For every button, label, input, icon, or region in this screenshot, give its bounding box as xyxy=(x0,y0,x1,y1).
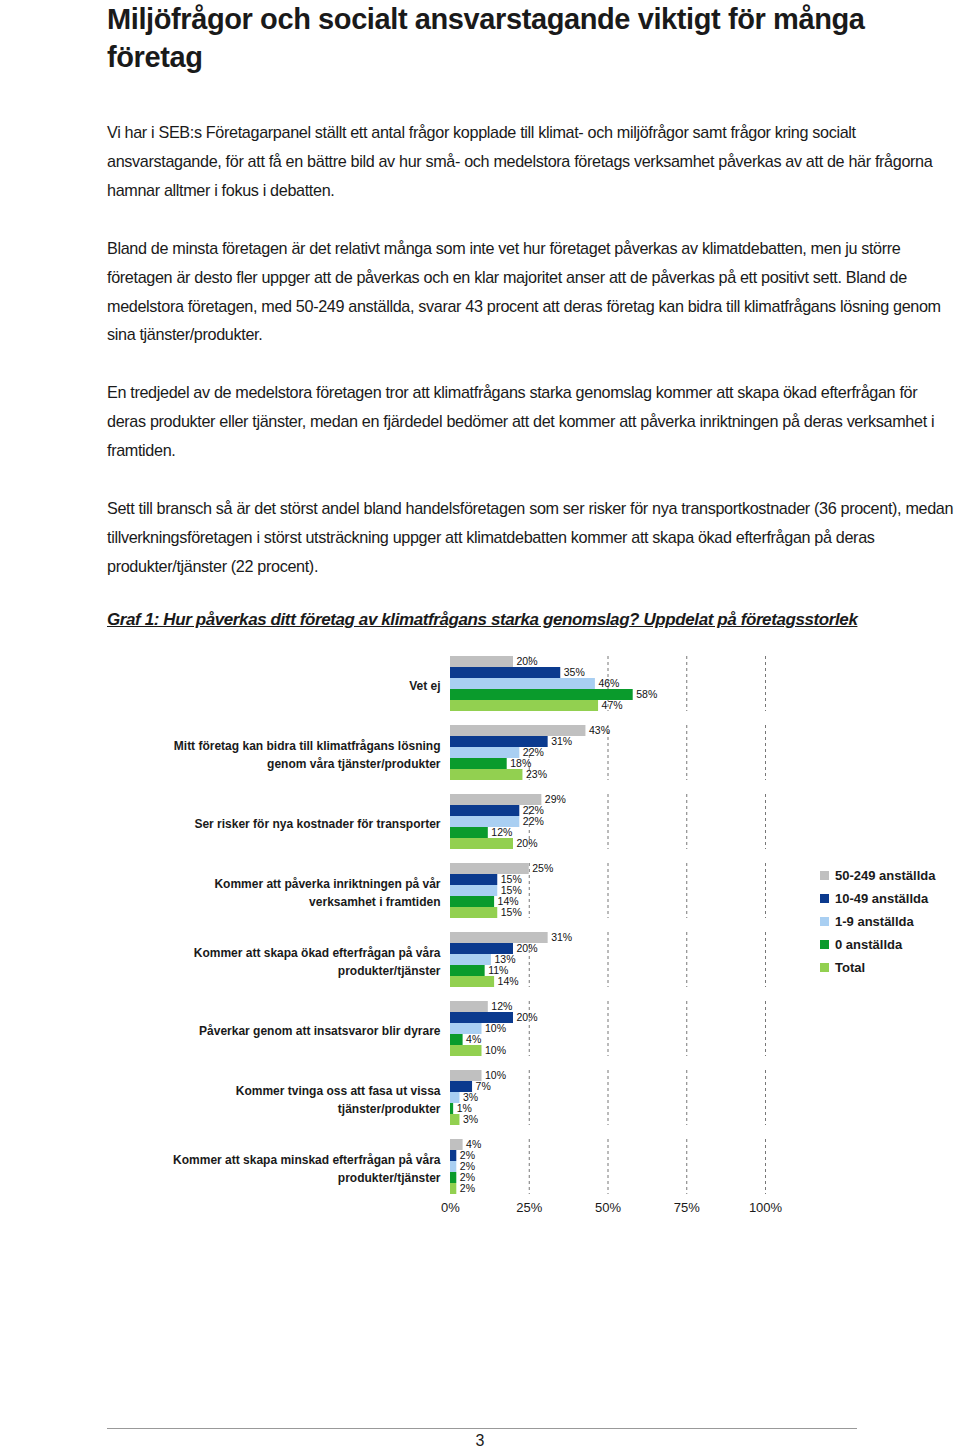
svg-text:2%: 2% xyxy=(459,1171,475,1184)
html-text:0 anställda: 0 anställda xyxy=(835,937,903,952)
svg-text:43%: 43% xyxy=(589,724,610,736)
html-text:1-9 anställda: 1-9 anställda xyxy=(835,914,914,929)
svg-text:Vet ej: Vet ej xyxy=(409,679,440,693)
svg-text:1%: 1% xyxy=(456,1102,472,1115)
svg-text:Kommer att skapa minskad efter: Kommer att skapa minskad efterfrågan på … xyxy=(173,1153,441,1185)
svg-text:29%: 29% xyxy=(545,793,566,805)
svg-text:50%: 50% xyxy=(595,1200,621,1215)
svg-text:11%: 11% xyxy=(488,964,509,977)
svg-text:20%: 20% xyxy=(517,942,538,954)
svg-text:2%: 2% xyxy=(459,1160,475,1173)
svg-text:13%: 13% xyxy=(494,953,516,966)
svg-text:Påverkar genom att insatsvaror: Påverkar genom att insatsvaror blir dyra… xyxy=(199,1024,441,1038)
svg-text:31%: 31% xyxy=(551,931,572,943)
html-text:10-49 anställda: 10-49 anställda xyxy=(835,891,929,906)
svg-text:Kommer att påverka inriktninge: Kommer att påverka inriktningen på vårve… xyxy=(214,877,440,909)
svg-text:23%: 23% xyxy=(526,768,547,780)
svg-text:15%: 15% xyxy=(500,873,522,886)
svg-text:58%: 58% xyxy=(636,688,657,700)
svg-text:25%: 25% xyxy=(532,862,553,874)
svg-text:14%: 14% xyxy=(497,895,519,908)
html-text:Graf 1: Hur påverkas ditt före: Graf 1: Hur påverkas ditt företag av kli… xyxy=(107,610,858,629)
svg-text:31%: 31% xyxy=(551,735,572,747)
html-text:Miljöfrågor och socialt ansvar: Miljöfrågor och socialt ansvarstagande v… xyxy=(107,3,865,73)
html-text:Sett till bransch så är det st: Sett till bransch så är det störst andel… xyxy=(107,499,954,575)
svg-text:20%: 20% xyxy=(517,1011,538,1023)
svg-text:4%: 4% xyxy=(466,1138,482,1151)
svg-text:47%: 47% xyxy=(602,699,623,711)
svg-text:18%: 18% xyxy=(510,757,532,770)
svg-text:22%: 22% xyxy=(522,804,544,817)
svg-text:35%: 35% xyxy=(564,666,585,678)
html-text:Vi har i SEB:s Företagarpanel: Vi har i SEB:s Företagarpanel ställt ett… xyxy=(107,123,933,199)
svg-text:20%: 20% xyxy=(517,655,538,667)
html-text:Bland de minsta företagen är d: Bland de minsta företagen är det relativ… xyxy=(107,239,941,344)
svg-text:0%: 0% xyxy=(441,1200,460,1215)
svg-text:2%: 2% xyxy=(460,1182,475,1194)
svg-text:22%: 22% xyxy=(522,746,544,759)
svg-text:Ser risker för nya kostnader f: Ser risker för nya kostnader för transpo… xyxy=(194,817,440,831)
svg-text:15%: 15% xyxy=(501,906,522,918)
svg-text:10%: 10% xyxy=(485,1069,506,1082)
svg-text:4%: 4% xyxy=(466,1033,481,1045)
svg-text:10%: 10% xyxy=(485,1022,506,1034)
svg-text:12%: 12% xyxy=(491,1000,512,1012)
svg-text:14%: 14% xyxy=(498,975,519,987)
svg-text:20%: 20% xyxy=(517,837,538,849)
svg-text:46%: 46% xyxy=(598,677,619,689)
svg-text:3%: 3% xyxy=(463,1113,478,1125)
svg-text:12%: 12% xyxy=(491,826,512,838)
svg-text:2%: 2% xyxy=(459,1149,475,1162)
svg-text:Kommer att skapa ökad efterfrå: Kommer att skapa ökad efterfrågan på vår… xyxy=(194,946,441,978)
svg-text:Kommer tvinga oss att fasa ut: Kommer tvinga oss att fasa ut vissatjäns… xyxy=(236,1084,441,1116)
svg-text:Mitt företag kan bidra till kl: Mitt företag kan bidra till klimatfrågan… xyxy=(174,739,441,771)
html-text:En tredjedel av de medelstora: En tredjedel av de medelstora företagen … xyxy=(107,383,935,459)
svg-text:25%: 25% xyxy=(516,1200,542,1215)
svg-text:7%: 7% xyxy=(475,1080,491,1093)
html-text:50-249 anställda: 50-249 anställda xyxy=(835,868,936,883)
svg-text:3%: 3% xyxy=(463,1091,479,1104)
svg-text:22%: 22% xyxy=(523,815,544,827)
html-text:3: 3 xyxy=(475,1432,485,1449)
html-text:Total: Total xyxy=(835,960,866,975)
svg-text:10%: 10% xyxy=(485,1044,506,1056)
svg-text:100%: 100% xyxy=(749,1200,783,1215)
svg-text:15%: 15% xyxy=(500,884,522,897)
svg-text:75%: 75% xyxy=(674,1200,700,1215)
